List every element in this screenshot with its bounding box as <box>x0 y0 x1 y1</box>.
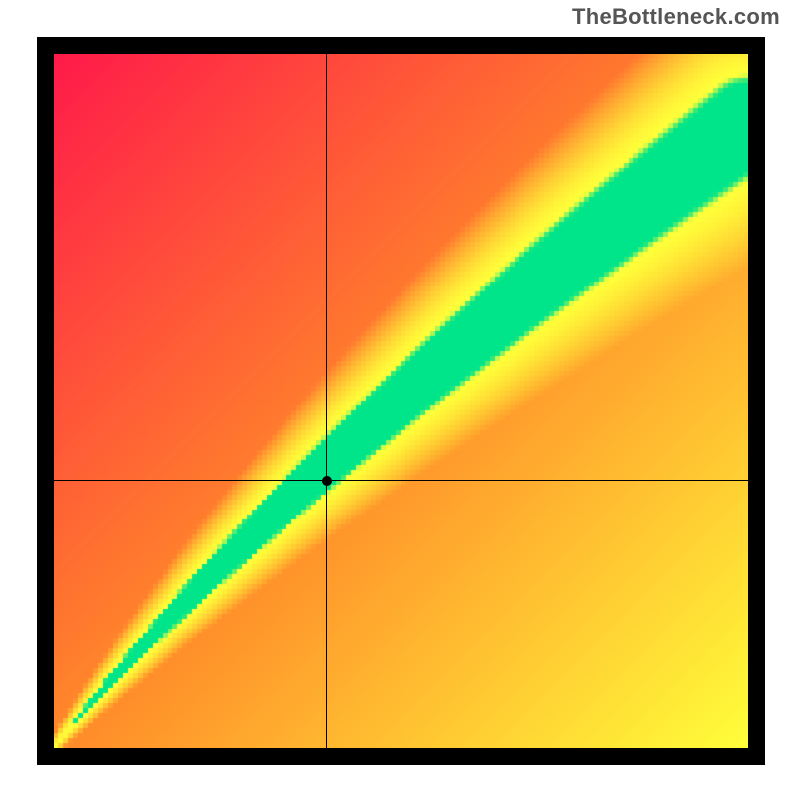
heatmap-canvas <box>54 54 748 748</box>
plot-border-top <box>37 37 765 54</box>
plot-border-left <box>37 37 54 765</box>
crosshair-vertical <box>326 54 327 748</box>
watermark-text: TheBottleneck.com <box>572 4 780 30</box>
plot-border-bottom <box>37 748 765 765</box>
crosshair-point <box>322 476 332 486</box>
plot-border-right <box>748 37 765 765</box>
crosshair-horizontal <box>54 480 748 481</box>
chart-container: { "canvas_size": { "width": 800, "height… <box>0 0 800 800</box>
